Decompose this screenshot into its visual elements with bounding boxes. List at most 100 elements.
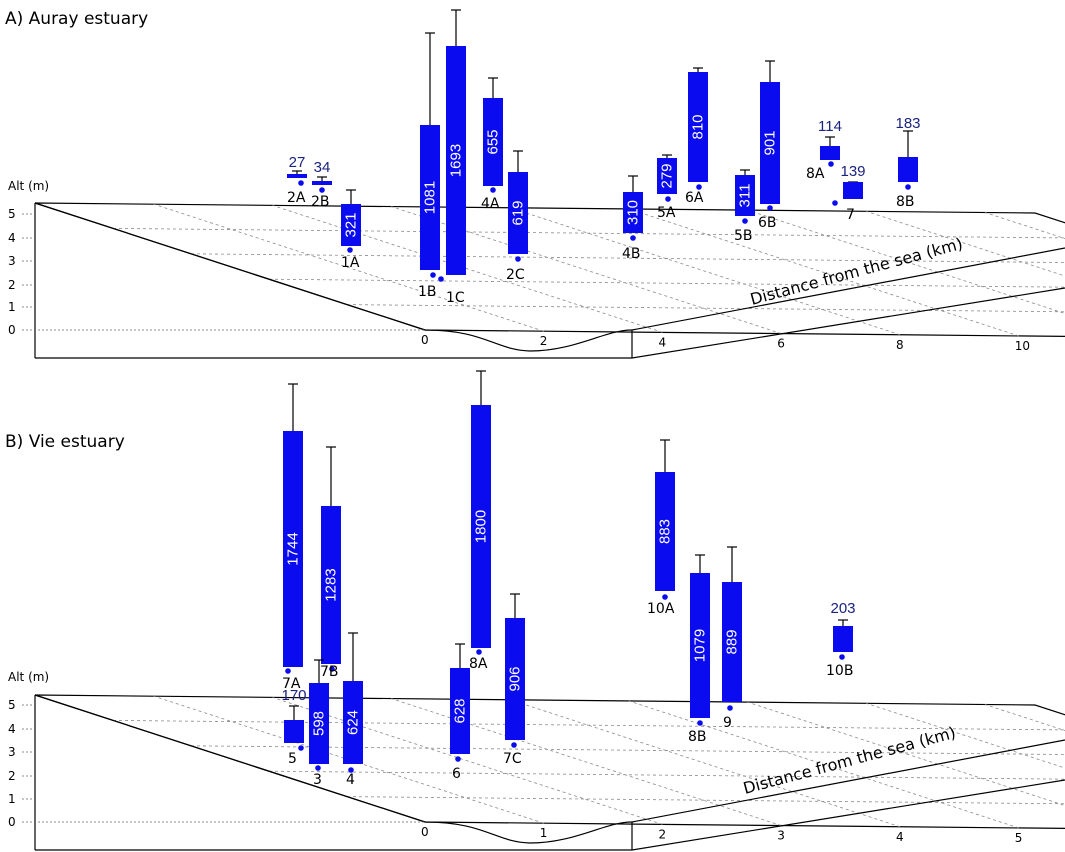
- auray-alt-ticks: 0 1 2 3 4 5: [8, 207, 425, 337]
- alt-tick-label: 3: [8, 745, 16, 759]
- floor-gridline: [190, 253, 1065, 263]
- site-label: 7: [846, 207, 855, 223]
- panel-title-vie: B) Vie estuary: [5, 432, 125, 452]
- distance-tick-label: 0: [421, 333, 429, 347]
- distance-tick-label: 3: [777, 829, 785, 843]
- alt-tick-label: 2: [8, 278, 16, 292]
- site-marker: [515, 256, 521, 262]
- floor-gridline: [272, 204, 663, 333]
- floor-gridline: [984, 704, 1065, 731]
- site-marker: [630, 235, 636, 241]
- site-label: 6B: [758, 215, 777, 231]
- floor-outline: [34, 694, 1065, 830]
- data-label: 310: [625, 200, 642, 225]
- site-marker: [348, 767, 354, 773]
- floor-gridline: [391, 206, 782, 334]
- site-marker: [298, 180, 304, 186]
- bar-7A: [283, 431, 303, 667]
- data-label: 139: [840, 163, 865, 180]
- site-marker: [298, 745, 304, 751]
- site-label: 2B: [311, 194, 330, 210]
- data-label: 1081: [422, 181, 439, 214]
- floor-gridline: [268, 770, 1065, 780]
- site-label: 7A: [282, 676, 301, 692]
- site-marker: [767, 205, 773, 211]
- floor-gridline: [190, 745, 1065, 755]
- alt-tick-label: 5: [8, 698, 16, 712]
- alt-tick-label: 4: [8, 722, 16, 736]
- base-bottom-right-edge: [631, 287, 1065, 359]
- vie-bars: 7A 1744 7B 1283 5 170 3 598 4 624 8A 1800 6 628 7C 906 1…: [281, 370, 856, 788]
- site-marker: [430, 272, 436, 278]
- site-marker: [438, 276, 444, 282]
- base-top-right-edge: [631, 247, 1065, 331]
- alt-tick-label: 1: [8, 792, 16, 806]
- bar-5B: [735, 175, 755, 216]
- data-label: 183: [895, 115, 920, 132]
- site-marker: [839, 654, 845, 660]
- bar-10B: [833, 626, 853, 652]
- bar-4A: [483, 98, 503, 186]
- site-marker: [662, 594, 668, 600]
- site-marker: [742, 218, 748, 224]
- alt-tick-label: 3: [8, 254, 16, 268]
- site-label: 6A: [685, 190, 704, 206]
- data-label: 1744: [285, 532, 302, 565]
- bar-3: [309, 683, 329, 764]
- site-marker: [319, 187, 325, 193]
- distance-tick-label: 10: [1015, 339, 1030, 353]
- floor-gridline: [346, 304, 1065, 313]
- site-label: 5B: [734, 228, 753, 244]
- site-label: 1A: [341, 255, 360, 271]
- site-label: 10A: [647, 601, 675, 617]
- alt-tick-label: 0: [8, 323, 16, 337]
- data-label: 906: [507, 666, 524, 691]
- bar-4: [343, 681, 363, 764]
- site-label: 1C: [446, 290, 465, 306]
- bar-8A: [471, 405, 491, 648]
- floor-gridline: [747, 701, 1065, 806]
- bar-8B: [898, 157, 918, 182]
- distance-tick-label: 6: [777, 337, 785, 351]
- bar-7C: [505, 618, 525, 740]
- auray-bars: 2A 27 2B 34 1A 321 1B 1081 1C 1693 4A 655 2C 619 4B 310…: [287, 9, 921, 306]
- bar-2A: [287, 174, 307, 178]
- data-label: 655: [485, 129, 502, 154]
- vie-alt-ticks: 0 1 2 3 4 5: [8, 698, 425, 829]
- floor-outline: [34, 202, 1065, 338]
- data-label: 624: [345, 710, 362, 735]
- auray-floor-grid: [34, 202, 1065, 338]
- site-label: 2C: [506, 267, 525, 283]
- bar-5A: [657, 158, 677, 194]
- data-label: 27: [289, 154, 306, 171]
- bar-7B: [321, 506, 341, 664]
- bar-2C: [508, 172, 528, 254]
- river-channel: [424, 329, 633, 352]
- base-bottom-right-edge: [631, 779, 1065, 851]
- base-top-right-edge: [631, 739, 1065, 823]
- site-marker: [285, 668, 291, 674]
- floor-gridline: [272, 696, 663, 825]
- bar-4B: [623, 192, 643, 233]
- bar-1A: [341, 204, 361, 246]
- distance-tick-label: 4: [896, 830, 904, 844]
- site-marker: [832, 200, 838, 206]
- data-label: 1079: [692, 629, 709, 662]
- data-label: 1693: [448, 144, 465, 177]
- auray-base-block: [34, 202, 1065, 359]
- auray-distance-ticks: 0246810121416: [421, 333, 1030, 353]
- distance-tick-label: 8: [896, 338, 904, 352]
- floor-gridline: [866, 702, 1065, 769]
- bar-10A: [655, 472, 675, 591]
- base-diagonal: [34, 202, 426, 331]
- floor-gridline: [747, 209, 1065, 314]
- river-channel: [424, 821, 633, 844]
- floor-gridline: [628, 208, 1019, 337]
- alt-tick-label: 0: [8, 815, 16, 829]
- bar-6: [450, 668, 470, 754]
- alt-tick-label: 4: [8, 231, 16, 245]
- bar-8B: [690, 573, 710, 718]
- site-label: 2A: [287, 190, 306, 206]
- site-marker: [696, 184, 702, 190]
